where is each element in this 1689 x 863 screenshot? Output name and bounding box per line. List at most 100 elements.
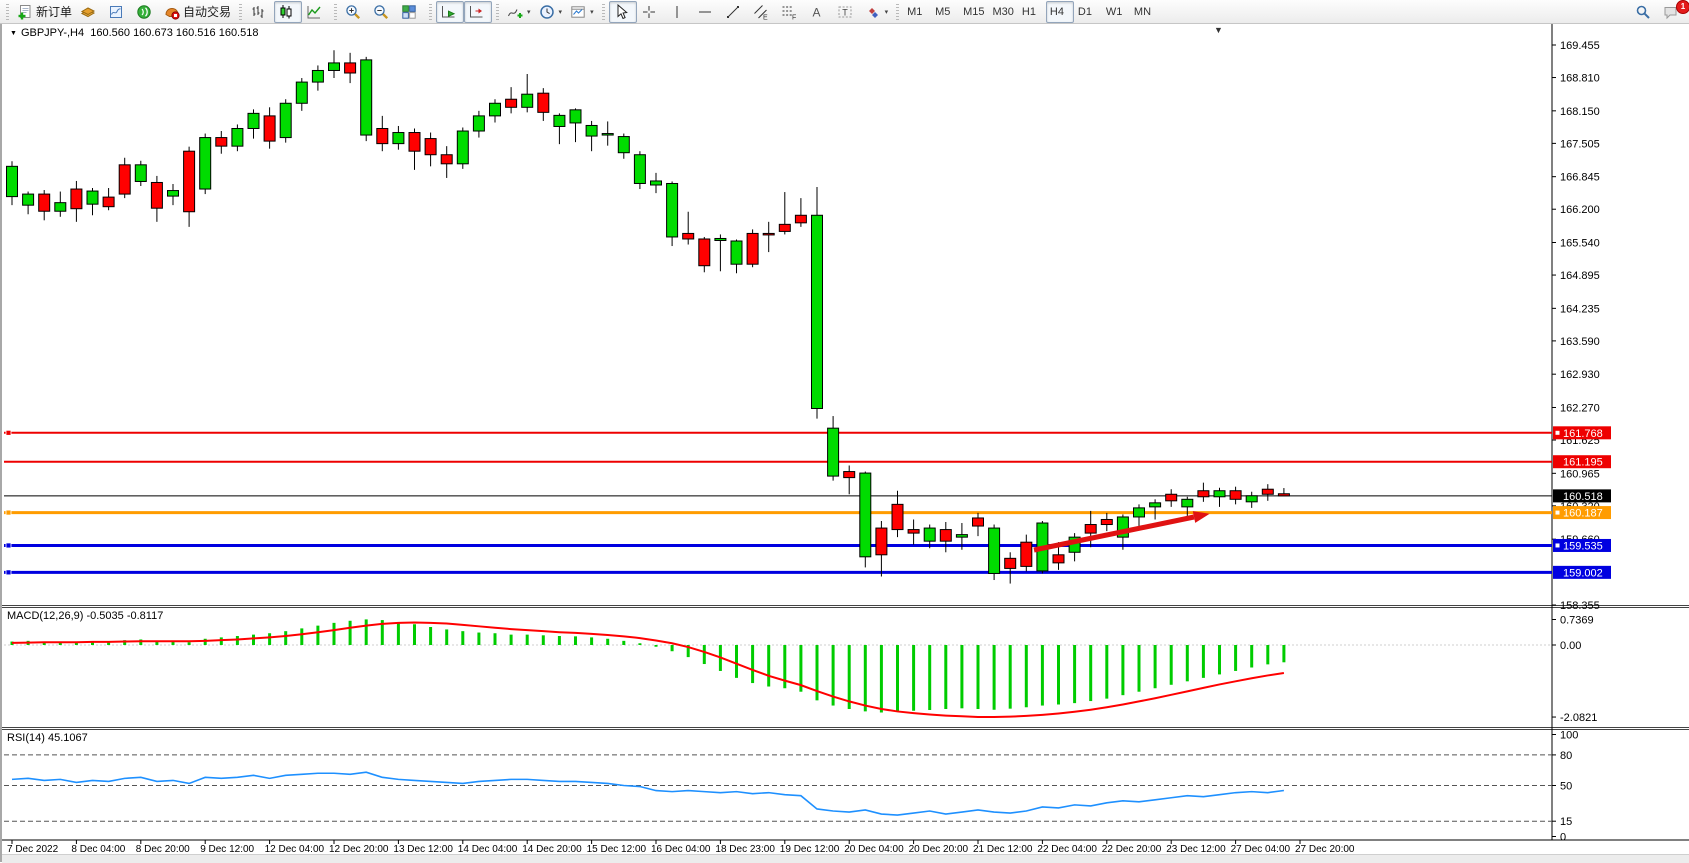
- templates-icon: [570, 4, 586, 20]
- tf-w1-label: W1: [1105, 5, 1123, 18]
- candles-layer: [6, 50, 1290, 584]
- price-axis[interactable]: 169.455 168.810 168.150 167.505 166.845 166.2…: [1552, 40, 1600, 612]
- bull-candle: [167, 190, 179, 197]
- time-tick-label: 27 Dec 04:00: [1231, 844, 1291, 855]
- toolbar-grip-trade[interactable]: [6, 3, 9, 20]
- ohlc-readout: 160.560 160.673 160.516 160.518: [90, 27, 259, 39]
- crosshair-button[interactable]: [637, 1, 665, 23]
- templates-button[interactable]: ▾: [566, 1, 598, 23]
- arrows-button[interactable]: ▾: [861, 1, 893, 23]
- tf-m5[interactable]: M5: [931, 1, 959, 23]
- tf-h1[interactable]: H1: [1018, 1, 1046, 23]
- periods-button[interactable]: ▾: [535, 1, 567, 23]
- bull-candle: [569, 109, 582, 124]
- bear-candle: [778, 223, 791, 232]
- time-tick-label: 15 Dec 12:00: [587, 844, 647, 855]
- chart-menu-icon[interactable]: ▼: [10, 30, 17, 37]
- tf-m5-label: M5: [935, 5, 951, 18]
- toolbar-grip-chart-types[interactable]: [239, 3, 243, 20]
- rsi-pane[interactable]: [4, 754, 1552, 822]
- bear-candle: [263, 115, 276, 142]
- bull-candle: [714, 237, 727, 241]
- chart-canvas[interactable]: 169.455 168.810 168.150 167.505 166.845 166.2…: [2, 24, 1689, 862]
- auto-scroll-button[interactable]: [436, 0, 465, 23]
- time-tick-label: 16 Dec 04:00: [651, 844, 711, 855]
- svg-text:161.195: 161.195: [1563, 457, 1603, 469]
- horizontal-line-button[interactable]: [693, 1, 721, 23]
- bear-candle: [939, 529, 952, 542]
- navigator-icon: [108, 4, 124, 20]
- candlestick-chart-button[interactable]: [274, 0, 303, 23]
- hline-support-line-1[interactable]: [4, 542, 1552, 549]
- chevron-down-icon[interactable]: ▾: [590, 8, 594, 16]
- toolbar: 新订单 自动交易 ▾ ▾ ▾ E F A T ▾ M1 M5 M15 M30 H1 H4 D1 W1 MN 1: [0, 0, 1689, 24]
- tf-m1[interactable]: M1: [903, 1, 931, 23]
- chart-shift-marker-icon[interactable]: ▼: [1214, 25, 1223, 35]
- chart-shift-button[interactable]: [464, 0, 493, 23]
- tf-h4[interactable]: H4: [1045, 0, 1074, 23]
- price-tick-label: 160.965: [1560, 468, 1600, 480]
- tf-mn[interactable]: MN: [1130, 1, 1158, 23]
- vertical-line-button[interactable]: [665, 1, 693, 23]
- bull-candle: [730, 240, 743, 265]
- zoom-in-button[interactable]: [341, 1, 369, 23]
- hline-support-line-2[interactable]: [4, 569, 1552, 576]
- trend-arrow-annotation[interactable]: [1033, 511, 1210, 553]
- data-window-button[interactable]: [132, 1, 160, 23]
- zoom-in-icon: [345, 4, 361, 20]
- bear-candle: [1229, 490, 1242, 500]
- bear-candle: [38, 193, 51, 212]
- toolbar-grip-timeframes[interactable]: [896, 3, 900, 20]
- hline-pivot-line[interactable]: [4, 509, 1552, 516]
- bull-candle: [1116, 516, 1129, 538]
- navigator-button[interactable]: [104, 1, 132, 23]
- search-button[interactable]: [1631, 1, 1659, 23]
- arrows-icon: [865, 4, 881, 20]
- trendline-button[interactable]: [721, 1, 749, 23]
- indicator-axes: 0.7369 0.00 -2.0821 100 80 50 15 0: [1552, 615, 1597, 844]
- autotrading-button-label: 自动交易: [183, 5, 232, 19]
- time-axis[interactable]: 7 Dec 2022 8 Dec 04:00 8 Dec 20:00 9 Dec 12…: [7, 840, 1355, 855]
- window-bottom-strip: [2, 854, 1689, 863]
- tf-m30[interactable]: M30: [989, 1, 1018, 23]
- channel-button[interactable]: E: [749, 1, 777, 23]
- price-tick-label: 164.235: [1560, 303, 1600, 315]
- fibonacci-button[interactable]: F: [777, 1, 805, 23]
- text-button[interactable]: A: [805, 1, 833, 23]
- chart-window[interactable]: 169.455 168.810 168.150 167.505 166.845 166.2…: [0, 24, 1689, 863]
- tf-w1[interactable]: W1: [1102, 1, 1130, 23]
- bear-candle: [972, 517, 984, 527]
- price-tick-label: 169.455: [1560, 40, 1600, 52]
- cursor-button[interactable]: [608, 0, 637, 23]
- autotrading-button[interactable]: 自动交易: [160, 1, 235, 23]
- toolbar-grip-scroll[interactable]: [429, 3, 433, 20]
- toolbar-grip-objects[interactable]: [601, 3, 605, 20]
- tf-m15[interactable]: M15: [959, 1, 988, 23]
- hline-resistance-line-1[interactable]: [4, 429, 1552, 436]
- new-order-button[interactable]: 新订单: [13, 1, 76, 23]
- line-chart-button[interactable]: [302, 1, 330, 23]
- toolbar-grip-insert[interactable]: [496, 3, 500, 20]
- market-watch-button[interactable]: [76, 1, 104, 23]
- bar-chart-button[interactable]: [246, 1, 274, 23]
- macd-pane[interactable]: [4, 619, 1552, 718]
- tf-m1-label: M1: [907, 5, 923, 18]
- toolbar-grip-zoom[interactable]: [334, 3, 338, 20]
- bull-candle: [955, 534, 968, 538]
- bull-candle: [279, 102, 292, 139]
- crosshair-icon: [641, 4, 657, 20]
- bear-candle: [440, 154, 453, 165]
- chevron-down-icon[interactable]: ▾: [558, 8, 563, 16]
- text-label-button[interactable]: T: [833, 1, 861, 23]
- chevron-down-icon[interactable]: ▾: [884, 8, 889, 16]
- indicators-button[interactable]: ▾: [503, 1, 535, 23]
- svg-text:161.768: 161.768: [1563, 428, 1603, 440]
- time-tick-label: 27 Dec 20:00: [1295, 844, 1355, 855]
- chevron-down-icon[interactable]: ▾: [527, 8, 531, 16]
- toolbar-right: 1: [1631, 0, 1689, 23]
- autotrading-icon: [164, 4, 180, 20]
- tf-d1[interactable]: D1: [1074, 1, 1102, 23]
- notifications-button[interactable]: 1: [1659, 0, 1689, 23]
- zoom-out-button[interactable]: [369, 1, 397, 23]
- tile-windows-button[interactable]: [397, 1, 425, 23]
